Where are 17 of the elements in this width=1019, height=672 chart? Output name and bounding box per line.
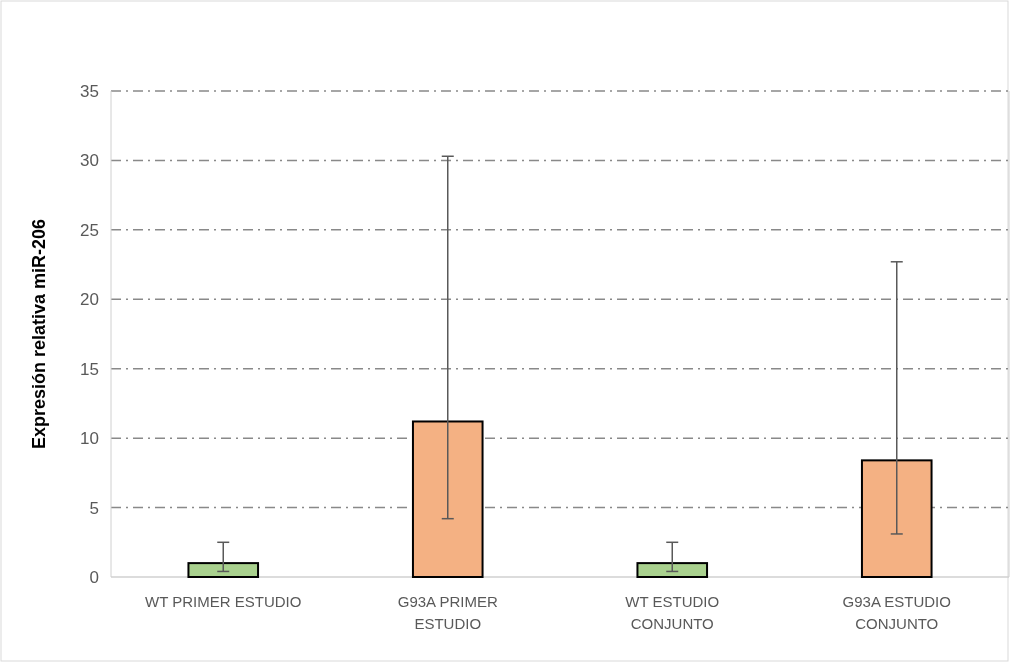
y-tick-label: 25: [80, 220, 99, 240]
bar: [860, 459, 933, 578]
y-axis-title: Expresión relativa miR-206: [29, 218, 49, 450]
y-tick-label: 30: [80, 151, 99, 171]
x-tick-label: G93A ESTUDIO CONJUNTO: [842, 593, 951, 632]
y-tick-label: 15: [80, 359, 99, 379]
x-tick-label: WT PRIMER ESTUDIO: [145, 593, 302, 610]
bar: [636, 562, 709, 578]
bar: [187, 562, 260, 578]
y-tick-label: 5: [89, 498, 99, 518]
y-tick-label: 35: [80, 81, 99, 101]
y-tick-label: 20: [80, 290, 99, 310]
bar: [411, 420, 484, 578]
x-tick-label: G93A PRIMER ESTUDIO: [397, 593, 498, 632]
y-tick-label: 10: [80, 429, 99, 449]
x-tick-label: WT ESTUDIO CONJUNTO: [625, 593, 720, 632]
y-tick-label: 0: [89, 567, 99, 587]
